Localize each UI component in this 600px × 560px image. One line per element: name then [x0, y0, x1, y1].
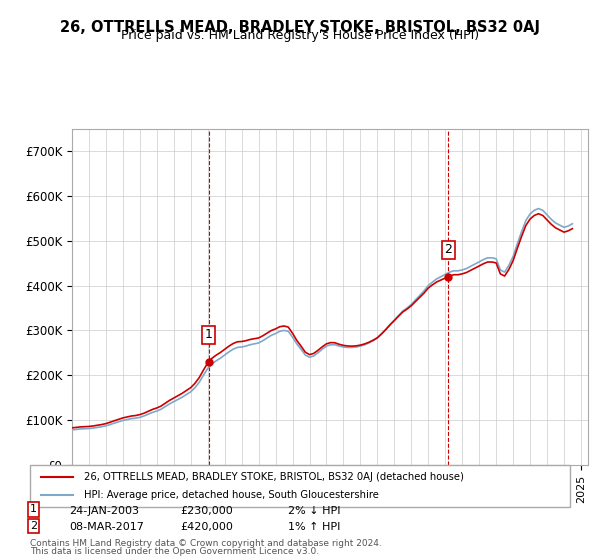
Text: Price paid vs. HM Land Registry's House Price Index (HPI): Price paid vs. HM Land Registry's House … — [121, 29, 479, 42]
Text: 1: 1 — [205, 328, 213, 342]
Text: £230,000: £230,000 — [180, 506, 233, 516]
Text: Contains HM Land Registry data © Crown copyright and database right 2024.: Contains HM Land Registry data © Crown c… — [30, 539, 382, 548]
Text: 26, OTTRELLS MEAD, BRADLEY STOKE, BRISTOL, BS32 0AJ: 26, OTTRELLS MEAD, BRADLEY STOKE, BRISTO… — [60, 20, 540, 35]
Text: 26, OTTRELLS MEAD, BRADLEY STOKE, BRISTOL, BS32 0AJ (detached house): 26, OTTRELLS MEAD, BRADLEY STOKE, BRISTO… — [84, 472, 464, 482]
Text: This data is licensed under the Open Government Licence v3.0.: This data is licensed under the Open Gov… — [30, 548, 319, 557]
Text: 2: 2 — [445, 243, 452, 256]
Text: 24-JAN-2003: 24-JAN-2003 — [69, 506, 139, 516]
Text: £420,000: £420,000 — [180, 522, 233, 533]
FancyBboxPatch shape — [30, 465, 570, 507]
Text: 08-MAR-2017: 08-MAR-2017 — [69, 522, 144, 533]
Text: 1% ↑ HPI: 1% ↑ HPI — [288, 522, 340, 533]
Text: HPI: Average price, detached house, South Gloucestershire: HPI: Average price, detached house, Sout… — [84, 490, 379, 500]
Text: 2% ↓ HPI: 2% ↓ HPI — [288, 506, 341, 516]
Text: 1: 1 — [30, 505, 37, 515]
Text: 2: 2 — [30, 521, 37, 531]
